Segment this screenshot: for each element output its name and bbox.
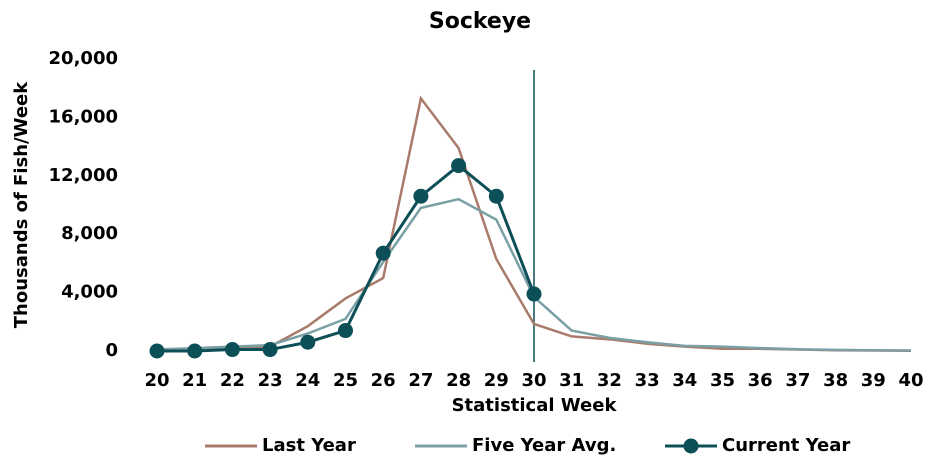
y-tick-label: 4,000	[61, 282, 118, 303]
data-point	[300, 334, 316, 350]
x-tick-label: 20	[144, 370, 169, 391]
x-tick-label: 39	[861, 370, 886, 391]
chart-title: Sockeye	[429, 9, 531, 34]
data-point	[224, 342, 240, 358]
x-tick-label: 32	[597, 370, 622, 391]
data-point	[149, 343, 165, 359]
data-point	[262, 342, 278, 358]
x-tick-label: 38	[823, 370, 848, 391]
x-tick-label: 22	[220, 370, 245, 391]
legend-label: Five Year Avg.	[472, 435, 616, 456]
x-tick-label: 26	[371, 370, 396, 391]
y-tick-label: 12,000	[49, 165, 118, 186]
x-tick-label: 24	[295, 370, 320, 391]
x-tick-label: 29	[484, 370, 509, 391]
legend-label: Current Year	[722, 435, 850, 456]
y-tick-label: 20,000	[49, 48, 118, 69]
x-tick-label: 23	[258, 370, 283, 391]
y-tick-label: 8,000	[61, 223, 118, 244]
data-point	[413, 188, 429, 204]
data-point	[526, 286, 542, 302]
data-point	[488, 188, 504, 204]
legend-marker	[683, 438, 699, 454]
x-tick-label: 28	[446, 370, 471, 391]
x-tick-label: 40	[898, 370, 923, 391]
legend-label: Last Year	[262, 435, 356, 456]
x-tick-label: 35	[710, 370, 735, 391]
x-tick-label: 30	[521, 370, 546, 391]
data-point	[375, 245, 391, 261]
x-tick-label: 33	[635, 370, 660, 391]
x-tick-label: 34	[672, 370, 697, 391]
y-axis-label: Thousands of Fish/Week	[11, 81, 32, 328]
x-tick-label: 36	[748, 370, 773, 391]
data-point	[187, 343, 203, 359]
y-tick-label: 0	[105, 340, 118, 361]
y-tick-label: 16,000	[49, 106, 118, 127]
x-tick-label: 21	[182, 370, 207, 391]
x-tick-label: 27	[408, 370, 433, 391]
data-point	[451, 158, 467, 174]
x-axis-label: Statistical Week	[452, 395, 618, 416]
data-point	[338, 323, 353, 339]
x-tick-label: 37	[785, 370, 810, 391]
x-tick-label: 31	[559, 370, 584, 391]
x-tick-label: 25	[333, 370, 358, 391]
